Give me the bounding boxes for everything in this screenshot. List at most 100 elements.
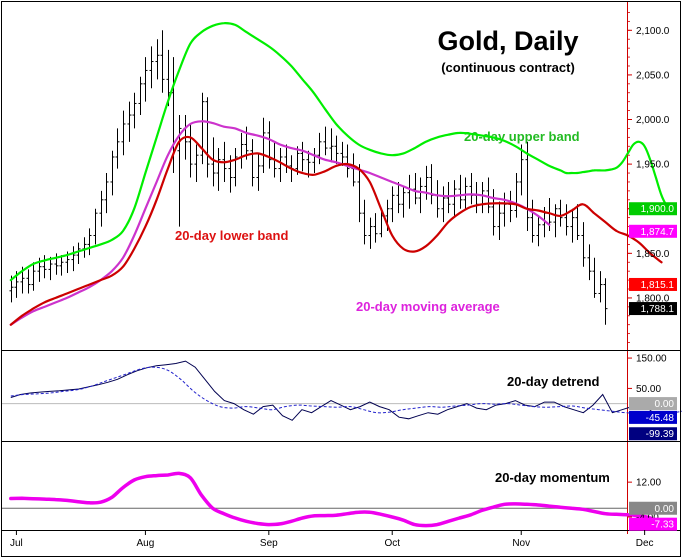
ohlc-bar (59, 255, 64, 276)
ohlc-bar (216, 148, 221, 191)
ohlc-bar (514, 173, 519, 218)
ohlc-bar (407, 174, 412, 209)
ohlc-bar (469, 173, 474, 205)
chart-title: Gold, Daily (437, 26, 578, 56)
ohlc-bar (194, 144, 199, 182)
x-tick-label: Dec (636, 538, 654, 549)
svg-text:-45.48: -45.48 (646, 413, 675, 424)
ohlc-bar (373, 213, 378, 243)
ohlc-bar (87, 228, 92, 256)
ohlc-bar (480, 181, 485, 214)
ohlc-bar (570, 208, 575, 243)
price-value-badge: 1,815.1 (629, 277, 677, 291)
ohlc-bar (497, 201, 502, 240)
ohlc-bar (558, 199, 563, 227)
ohlc-bar (508, 190, 513, 223)
x-tick-label: Nov (512, 538, 530, 549)
svg-text:-7.33: -7.33 (651, 520, 674, 531)
ohlc-bar (598, 271, 603, 303)
momentum-y-tick-label: 12.00 (636, 478, 661, 489)
ohlc-bar (362, 199, 367, 245)
detrend-line (10, 360, 671, 423)
ohlc-bar (413, 173, 418, 205)
momentum-line (9, 471, 664, 528)
ohlc-bar (351, 153, 356, 187)
price-y-tick-label: 2,050.0 (636, 70, 670, 81)
price-y-tick-label: 1,950.0 (636, 160, 670, 171)
ohlc-bar (323, 126, 328, 156)
ohlc-bar (401, 186, 406, 218)
momentum-value-badge: 0.00 (629, 501, 677, 515)
lower-band-line (9, 135, 663, 326)
upper-band-line (9, 22, 669, 282)
detrend-y-tick-label: 150.00 (636, 354, 667, 365)
svg-text:1,900.0: 1,900.0 (641, 204, 675, 215)
svg-text:1,815.1: 1,815.1 (641, 280, 675, 291)
ohlc-bar (138, 76, 143, 116)
ohlc-bar (564, 204, 569, 236)
detrend-value-badge: -99.39 (629, 427, 677, 441)
detrend-panel (2, 360, 682, 423)
svg-text:-99.39: -99.39 (646, 429, 675, 440)
ohlc-bar (233, 148, 238, 187)
ohlc-bar (295, 146, 300, 175)
ohlc-bar (553, 204, 558, 238)
ohlc-bar (76, 242, 81, 265)
ohlc-bar (575, 204, 580, 240)
ohlc-bar (160, 30, 165, 93)
ohlc-bar (306, 150, 311, 178)
ohlc-bar (603, 278, 608, 325)
ohlc-bar (115, 128, 120, 169)
ohlc-bar (42, 255, 47, 279)
svg-text:1,874.7: 1,874.7 (641, 227, 675, 238)
ohlc-bar (239, 132, 244, 169)
ohlc-bar (581, 222, 586, 267)
momentum-panel-title: 20-day momentum (495, 470, 610, 485)
ohlc-bar (205, 97, 210, 178)
price-y-tick-label: 2,100.0 (636, 26, 670, 37)
ohlc-bar (446, 181, 451, 214)
ohlc-bar (312, 148, 317, 174)
annotation-lower-band: 20-day lower band (175, 228, 288, 243)
x-tick-label: Aug (137, 538, 155, 549)
ohlc-bar (110, 150, 115, 196)
ohlc-bar (592, 257, 597, 298)
momentum-panel (2, 471, 664, 528)
ohlc-bar (424, 165, 429, 200)
ohlc-bar (452, 180, 457, 216)
price-y-tick-label: 1,850.0 (636, 249, 670, 260)
price-y-tick-label: 1,800.0 (636, 293, 670, 304)
ohlc-bar (429, 164, 434, 205)
momentum-value-badge: -7.33 (629, 517, 677, 531)
ohlc-bar (525, 141, 530, 232)
ohlc-bar (284, 144, 289, 174)
ohlc-bar (127, 101, 132, 142)
annotation-moving-average: 20-day moving average (356, 299, 500, 314)
detrend-value-badge: 0.00 (629, 397, 677, 411)
ohlc-bar (587, 244, 592, 281)
annotation-upper-band: 20-day upper band (464, 129, 580, 144)
ohlc-bar (188, 123, 193, 178)
ohlc-bar (256, 153, 261, 191)
ohlc-bar (267, 121, 272, 169)
ohlc-bar (261, 117, 266, 174)
ohlc-bar (491, 189, 496, 236)
axes: 2,100.0 2,050.0 2,000.0 1,950.0 1,900.0 1,850… (10, 12, 677, 549)
detrend-value-badge: -45.48 (629, 410, 677, 424)
ohlc-bar (357, 164, 362, 223)
ohlc-bar (300, 141, 305, 172)
price-value-badge: 1,900.0 (629, 202, 677, 216)
ohlc-bar (502, 192, 507, 227)
price-value-badge: 1,874.7 (629, 224, 677, 238)
ohlc-bar (418, 177, 423, 214)
ohlc-bar (200, 92, 205, 165)
x-tick-label: Oct (384, 538, 400, 549)
svg-text:0.00: 0.00 (655, 504, 675, 515)
ohlc-bar (121, 110, 126, 156)
ohlc-bar (317, 132, 322, 165)
ohlc-bar (368, 217, 373, 249)
ohlc-bar (149, 46, 154, 89)
